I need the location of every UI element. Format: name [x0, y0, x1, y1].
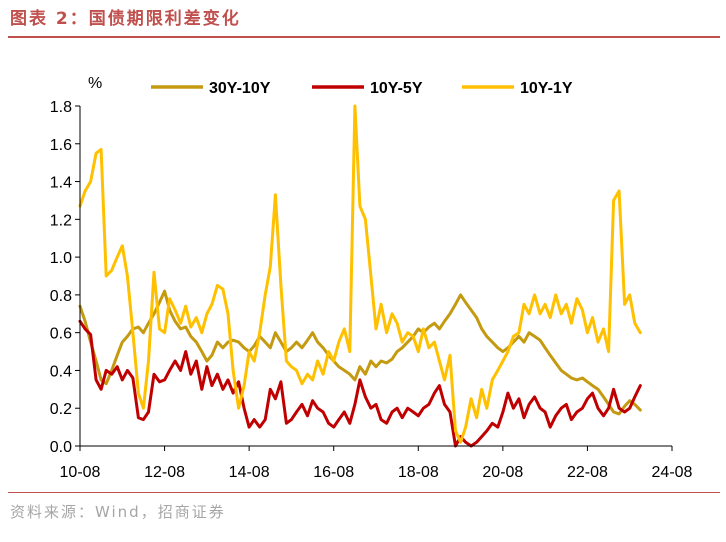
chart-axes: 0.0 0.2 0.4 0.6 0.8 1.0 1.2 1.4 1.6 1.8 10-08 12-08…	[50, 99, 693, 481]
x-tick-label: 20-08	[482, 464, 523, 481]
x-tick-label: 22-08	[567, 464, 608, 481]
legend-label: 30Y-10Y	[209, 80, 271, 97]
y-tick-label: 1.4	[50, 175, 72, 192]
y-tick-label: 1.6	[50, 137, 72, 154]
series-line-10y-1y	[78, 104, 642, 444]
x-tick-label: 18-08	[398, 464, 439, 481]
figure-title: 图表 2：国债期限利差变化	[10, 9, 241, 29]
y-axis-unit: %	[88, 75, 102, 92]
x-tick-label: 24-08	[652, 464, 693, 481]
title-rule	[8, 36, 720, 38]
x-tick-label: 12-08	[144, 464, 185, 481]
series-line-30y-10y	[78, 289, 642, 416]
y-tick-label: 1.2	[50, 212, 72, 229]
source-note: 资料来源：Wind，招商证券	[10, 503, 226, 521]
series-layer	[78, 104, 642, 448]
footer-rule	[8, 492, 720, 493]
y-tick-label: 1.0	[50, 250, 72, 267]
legend-label: 10Y-1Y	[520, 80, 573, 97]
y-tick-label: 0.0	[50, 439, 72, 456]
legend-label: 10Y-5Y	[370, 80, 423, 97]
series-line-10y-5y	[78, 319, 642, 448]
line-chart: % 30Y-10Y 10Y-5Y 10Y-1Y 0.0 0.2 0.4 0.6 0.8 1.0…	[50, 75, 693, 481]
y-tick-label: 0.2	[50, 401, 72, 418]
x-tick-label: 14-08	[229, 464, 270, 481]
chart-legend: 30Y-10Y 10Y-5Y 10Y-1Y	[151, 80, 573, 97]
y-tick-label: 1.8	[50, 99, 72, 116]
x-tick-label: 16-08	[313, 464, 354, 481]
y-tick-label: 0.8	[50, 288, 72, 305]
y-tick-label: 0.4	[50, 363, 72, 380]
y-tick-label: 0.6	[50, 326, 72, 343]
x-tick-label: 10-08	[60, 464, 101, 481]
